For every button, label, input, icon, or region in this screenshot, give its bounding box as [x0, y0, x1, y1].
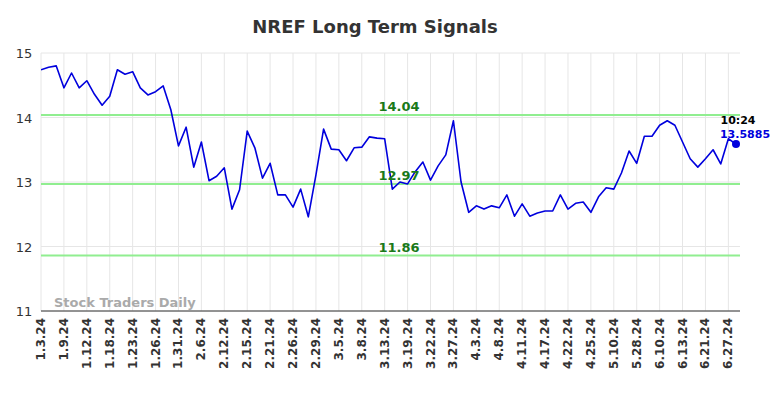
grid-line	[361, 53, 362, 311]
x-tick-label: 4.22.24	[561, 318, 575, 369]
plot-area	[41, 66, 740, 256]
x-tick-label: 2.6.24	[194, 318, 208, 361]
grid-line	[86, 53, 87, 311]
x-tick-label: 3.22.24	[424, 318, 438, 369]
y-tick-label: 12	[16, 240, 33, 255]
grid-line	[224, 53, 225, 311]
grid-line	[41, 117, 740, 118]
level-label: 12.97	[378, 168, 419, 183]
grid-line	[476, 53, 477, 311]
grid-line	[63, 53, 64, 311]
x-tick-label: 1.26.24	[149, 318, 163, 369]
level-label: 14.04	[378, 99, 419, 114]
last-value: 13.5885	[720, 128, 770, 141]
x-tick-label: 4.17.24	[538, 318, 552, 369]
x-axis	[41, 311, 740, 312]
grid-line	[41, 53, 42, 311]
x-tick-label: 1.23.24	[126, 318, 140, 369]
grid-line	[728, 53, 729, 311]
grid-line	[567, 53, 568, 311]
x-tick-label: 1.9.24	[57, 318, 71, 361]
x-tick-label: 2.12.24	[217, 318, 231, 369]
x-tick-label: 3.27.24	[446, 318, 460, 369]
grid-line	[613, 53, 614, 311]
x-tick-label: 5.10.24	[607, 318, 621, 369]
level-label: 11.86	[378, 240, 419, 255]
grid-line	[545, 53, 546, 311]
level-line	[41, 255, 740, 257]
price-line	[41, 66, 736, 217]
x-tick-label: 6.13.24	[676, 318, 690, 369]
level-line	[41, 183, 740, 185]
last-time: 10:24	[720, 114, 755, 127]
grid-line	[453, 53, 454, 311]
x-tick-label: 2.26.24	[286, 318, 300, 369]
grid-line	[430, 53, 431, 311]
x-tick-label: 6.21.24	[698, 318, 712, 369]
x-tick-label: 1.3.24	[34, 318, 48, 361]
y-tick-label: 14	[16, 111, 33, 126]
grid-line	[522, 53, 523, 311]
grid-line	[499, 53, 500, 311]
x-tick-label: 2.29.24	[309, 318, 323, 369]
grid-line	[270, 53, 271, 311]
background	[0, 0, 784, 398]
grid-line	[315, 53, 316, 311]
x-tick-label: 1.18.24	[103, 318, 117, 369]
grid-line	[201, 53, 202, 311]
grid-line	[132, 53, 133, 311]
grid-line	[41, 311, 740, 312]
x-tick-label: 4.25.24	[584, 318, 598, 369]
grid-line	[178, 53, 179, 311]
x-tick-label: 2.15.24	[240, 318, 254, 369]
x-tick-label: 1.31.24	[171, 318, 185, 369]
level-line	[41, 114, 740, 116]
grid-line	[590, 53, 591, 311]
grid-line	[682, 53, 683, 311]
y-tick-label: 15	[16, 46, 33, 61]
grid-line	[705, 53, 706, 311]
title: NREF Long Term Signals	[252, 16, 497, 37]
x-tick-label: 5.28.24	[630, 318, 644, 369]
x-tick-label: 3.19.24	[401, 318, 415, 369]
x-tick-label: 4.11.24	[515, 318, 529, 369]
grid-line	[41, 53, 740, 54]
x-tick-label: 3.5.24	[332, 318, 346, 361]
x-tick-label: 3.8.24	[355, 318, 369, 361]
last-point	[732, 140, 740, 148]
grid-line	[109, 53, 110, 311]
x-tick-label: 6.27.24	[721, 318, 735, 369]
watermark: Stock Traders Daily	[54, 295, 196, 310]
grid-line	[636, 53, 637, 311]
chart: 11 12 13 14 15 1.3.24 1.9.24 1.12.24 1.18.24 1.23…	[0, 0, 784, 398]
x-tick-label: 4.8.24	[492, 318, 506, 361]
grid-line	[338, 53, 339, 311]
grid-line	[247, 53, 248, 311]
x-tick-label: 3.13.24	[378, 318, 392, 369]
grid-line	[293, 53, 294, 311]
y-tick-label: 13	[16, 175, 33, 190]
grid-line	[659, 53, 660, 311]
x-tick-label: 4.3.24	[469, 318, 483, 361]
x-tick-label: 2.21.24	[263, 318, 277, 369]
x-tick-label: 1.12.24	[80, 318, 94, 369]
x-tick-label: 6.10.24	[653, 318, 667, 369]
y-tick-label: 11	[16, 304, 33, 319]
